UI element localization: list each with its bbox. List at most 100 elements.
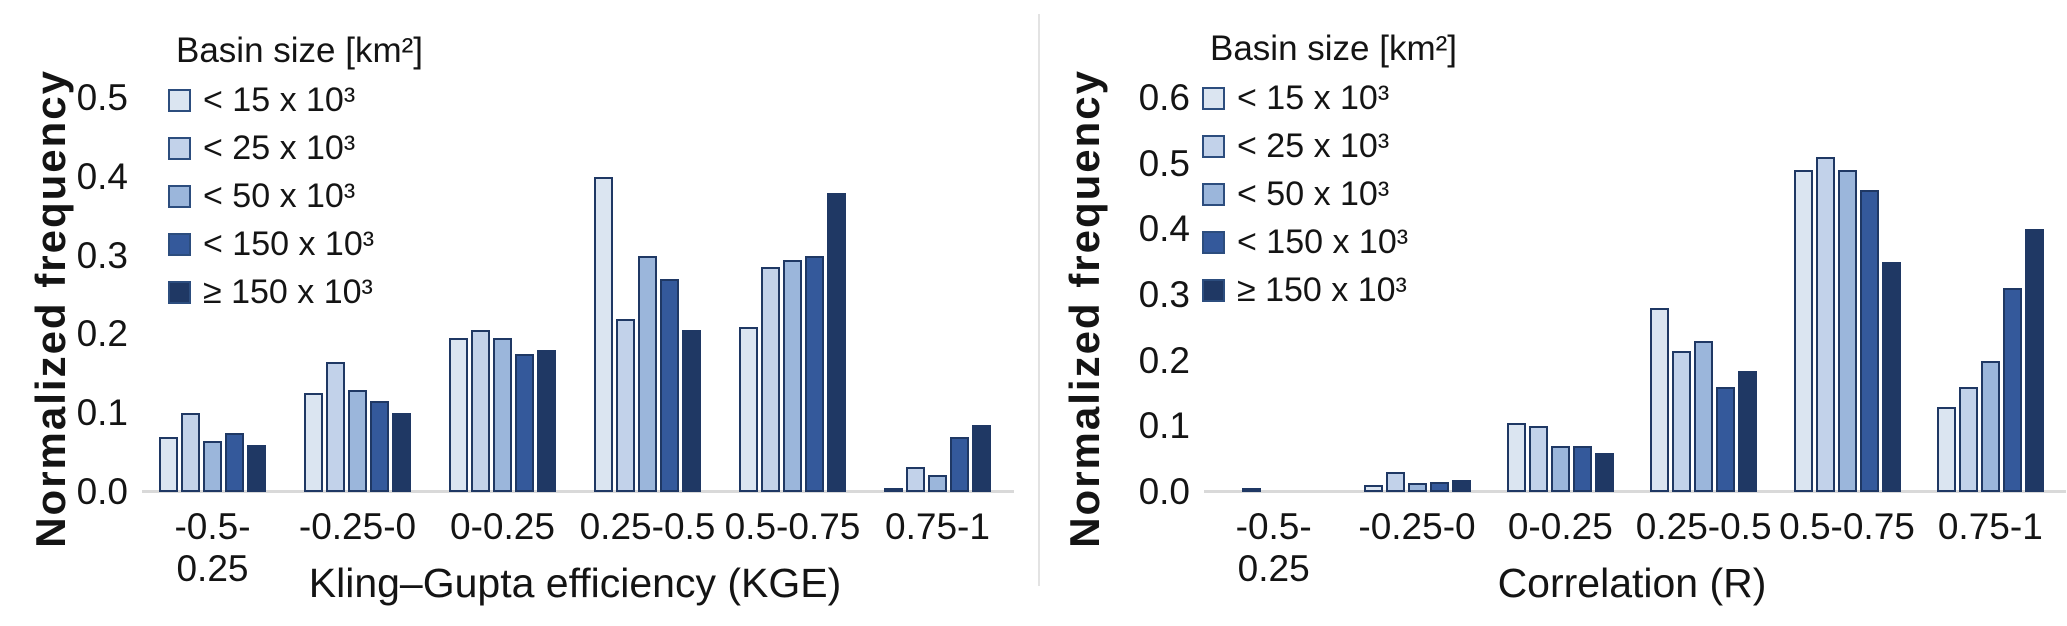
x-tick-label: -0.25-0 [1358, 506, 1476, 547]
bar [225, 433, 244, 492]
legend-label: ≥ 150 x 10³ [203, 272, 373, 311]
x-tick-label: 0-0.25 [1507, 506, 1613, 547]
bar [1716, 387, 1736, 492]
legend-title: Basin size [km²] [1210, 29, 1457, 68]
bar [392, 413, 411, 492]
y-tick-label: 0.1 [76, 392, 128, 434]
bar [682, 330, 701, 492]
legend-label: < 25 x 10³ [1237, 126, 1390, 165]
x-tick-label: 0.25-0.5 [1635, 506, 1772, 547]
bar [1363, 485, 1383, 492]
bar [660, 279, 679, 492]
bar [304, 393, 323, 492]
x-tick-label: 0.75-1 [885, 506, 990, 547]
legend-swatch-icon [168, 280, 191, 304]
bar [1528, 426, 1548, 492]
legend-item: < 15 x 10³ [1202, 79, 1457, 117]
bar [1550, 446, 1570, 492]
bar-group [449, 98, 556, 492]
y-tick-label: 0.5 [1138, 142, 1190, 184]
legend-item: < 150 x 10³ [168, 225, 423, 263]
legend-swatch-icon [168, 88, 191, 112]
bar [972, 425, 991, 492]
bar [1881, 262, 1901, 492]
legend-item: < 25 x 10³ [168, 129, 423, 167]
bar [1242, 488, 1262, 492]
legend-swatch-icon [1202, 278, 1225, 302]
y-tick-label: 0.6 [1138, 77, 1190, 118]
x-tick-label: -0.5-0.25 [1235, 506, 1312, 589]
bar [1385, 472, 1405, 492]
bar [1650, 308, 1670, 492]
bar [203, 441, 222, 492]
legend-label: < 50 x 10³ [1237, 174, 1390, 213]
y-tick-label: 0.2 [76, 313, 128, 355]
bar [638, 256, 657, 492]
bar [1980, 361, 2000, 492]
bar [1859, 190, 1879, 492]
legend: Basin size [km²] < 15 x 10³ < 25 x 10³ < 5… [1202, 28, 1457, 323]
legend-items: < 15 x 10³ < 25 x 10³ < 50 x 10³ < 150 x 10… [168, 81, 423, 311]
bar [827, 193, 846, 492]
legend-item: ≥ 150 x 10³ [168, 273, 423, 311]
bar [515, 354, 534, 492]
x-tick-label: -0.25-0 [298, 506, 417, 547]
y-tick-label: 0.0 [1138, 471, 1190, 512]
x-tick-label: 0.5-0.75 [1779, 506, 1915, 547]
bar [1594, 453, 1614, 492]
legend-item: < 50 x 10³ [168, 177, 423, 215]
legend-items: < 15 x 10³ < 25 x 10³ < 50 x 10³ < 150 x 10… [1202, 79, 1457, 309]
legend-item: < 150 x 10³ [1202, 223, 1457, 261]
bar-group [1220, 98, 1327, 492]
bar-group [1506, 98, 1614, 492]
bar [1694, 341, 1714, 492]
legend: Basin size [km²] < 15 x 10³ < 25 x 10³ < 5… [168, 30, 423, 325]
bar [2024, 229, 2044, 492]
bar-group [1793, 98, 1901, 492]
correlation-chart-panel: Normalized frequency Basin size [km²] < … [1034, 0, 2067, 626]
legend-swatch-icon [168, 184, 191, 208]
x-axis-title: Kling–Gupta efficiency (KGE) [308, 560, 842, 606]
legend-label: < 15 x 10³ [1237, 78, 1390, 117]
y-tick-label: 0.1 [1138, 405, 1190, 447]
bar-group [739, 98, 846, 492]
bar [471, 330, 490, 492]
y-tick-label: 0.3 [1138, 274, 1190, 315]
bar [1429, 482, 1449, 492]
panel-divider-line [1038, 14, 1040, 586]
x-axis-title: Correlation (R) [1497, 560, 1767, 606]
bar [493, 338, 512, 492]
bar [906, 467, 925, 492]
legend-swatch-icon [1202, 182, 1225, 206]
bar-group [1936, 98, 2044, 492]
bar [181, 413, 200, 492]
legend-item: < 25 x 10³ [1202, 127, 1457, 165]
bar [1451, 480, 1471, 492]
x-axis-line [1204, 490, 2066, 493]
x-tick-label: 0.75-1 [1937, 506, 2043, 547]
bar [348, 390, 367, 492]
x-tick-label: 0.25-0.5 [579, 506, 716, 547]
legend-item: ≥ 150 x 10³ [1202, 271, 1457, 309]
bar [1672, 351, 1692, 492]
bar [761, 267, 780, 492]
bar [1572, 446, 1592, 492]
bar [159, 437, 178, 492]
legend-title: Basin size [km²] [176, 31, 423, 70]
bar-group [1363, 98, 1471, 492]
bar [2002, 288, 2022, 492]
bar [928, 475, 947, 492]
legend-item: < 15 x 10³ [168, 81, 423, 119]
bar [1936, 407, 1956, 492]
bar [739, 327, 758, 492]
bar [449, 338, 468, 492]
bar [537, 350, 556, 492]
bar [1815, 157, 1835, 492]
x-tick-label: -0.5-0.25 [174, 506, 251, 589]
bar [805, 256, 824, 492]
legend-label: ≥ 150 x 10³ [1237, 270, 1407, 309]
y-tick-label: 0.0 [76, 471, 128, 512]
bar [370, 401, 389, 492]
bar [884, 488, 903, 492]
